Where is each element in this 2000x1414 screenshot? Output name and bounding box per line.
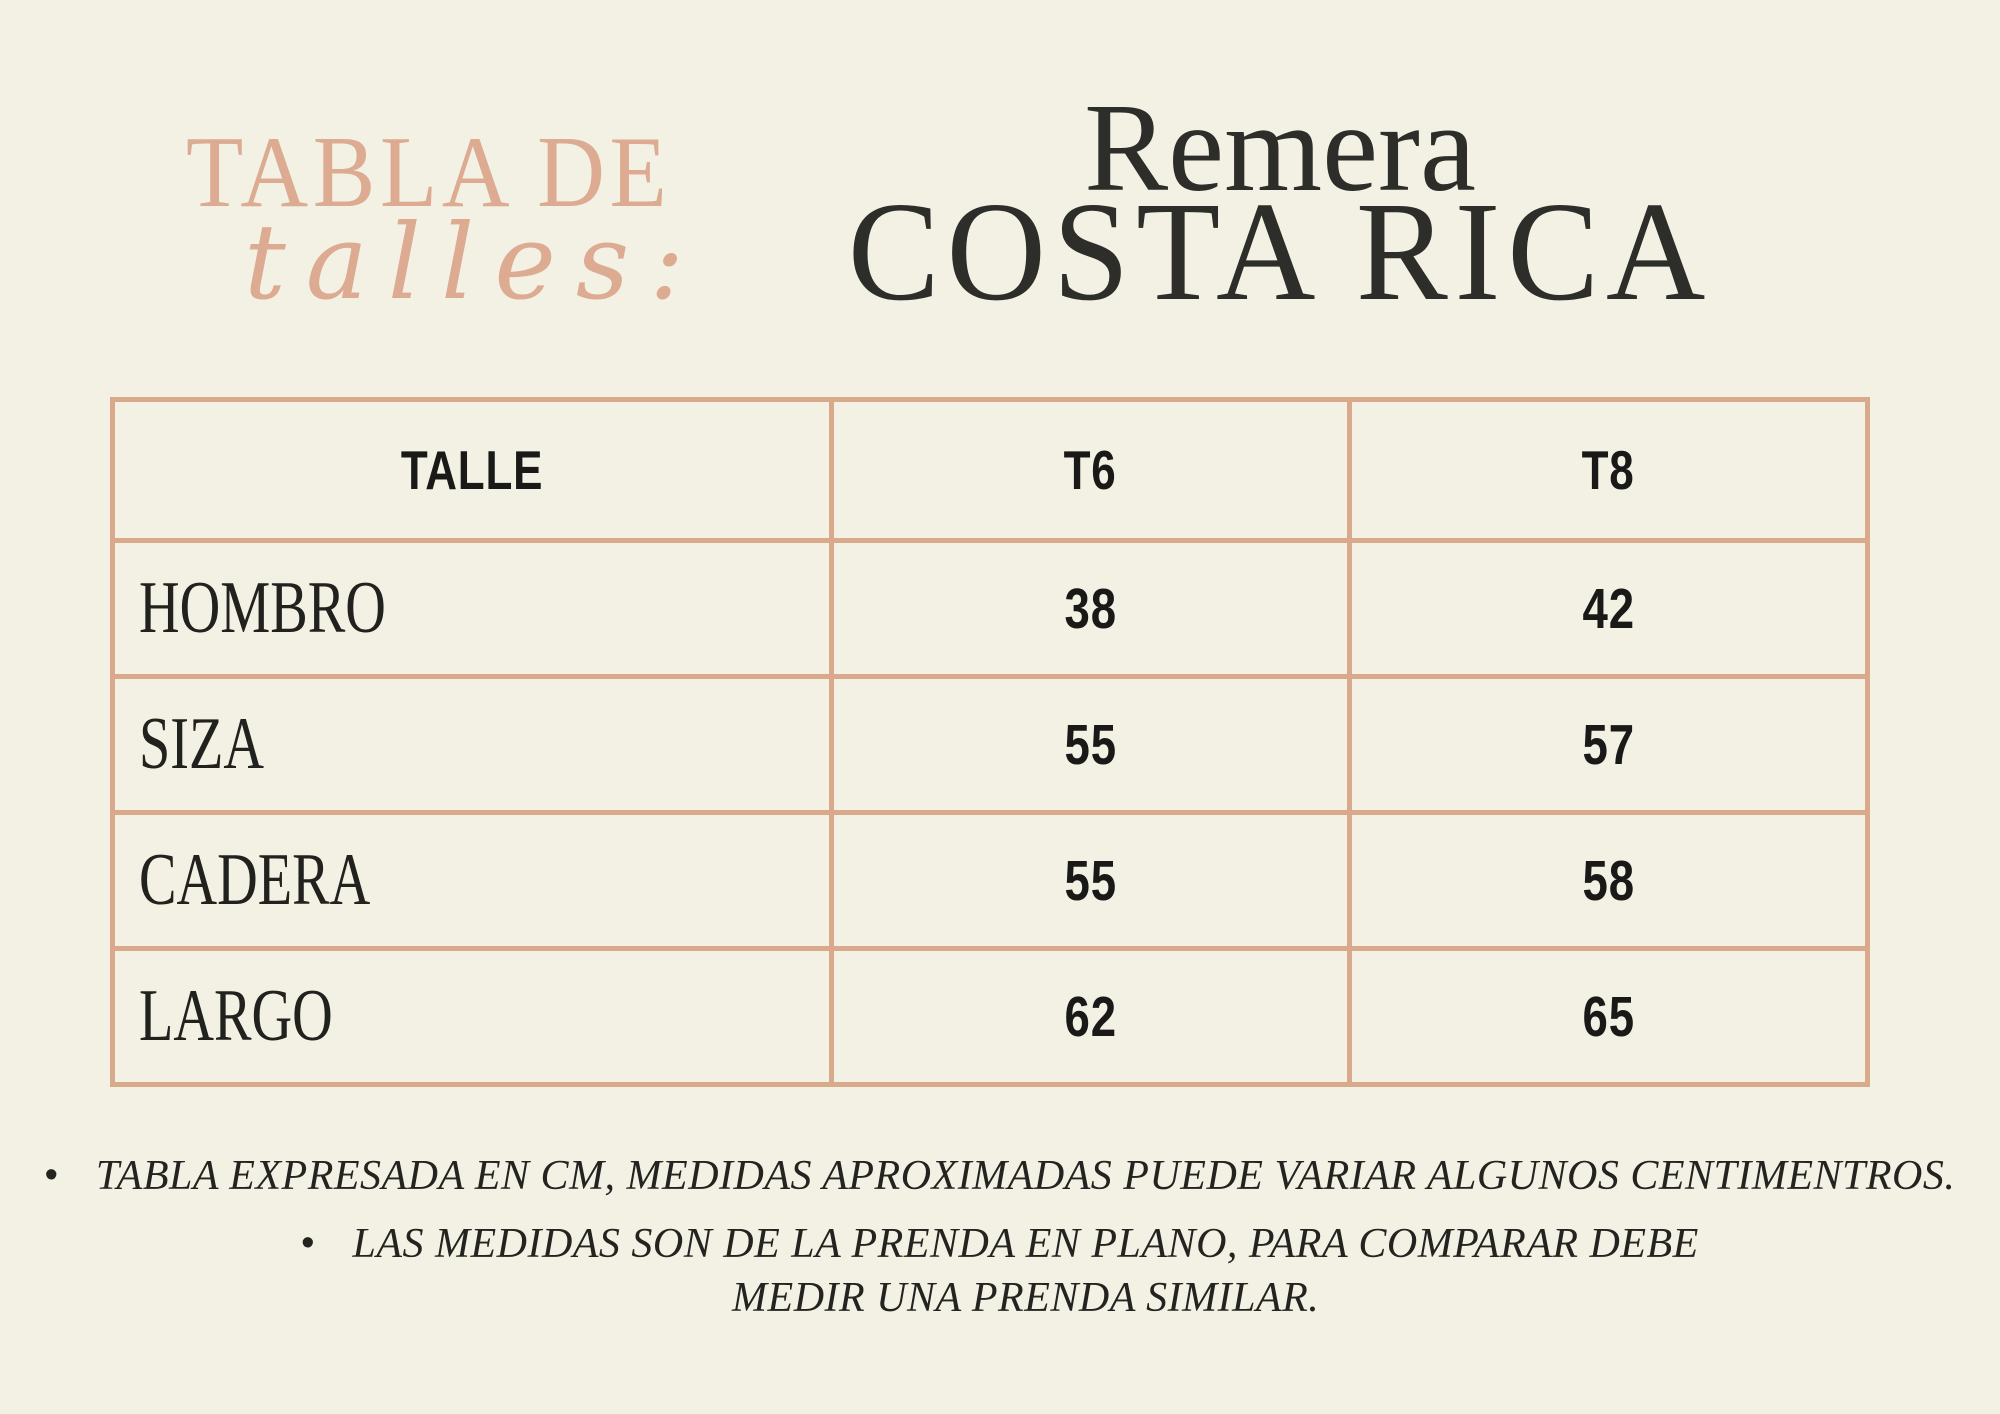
table-cell-siza-t6: 55 (829, 674, 1347, 810)
size-table: TALLE T6 T8 HOMBRO 38 42 SIZA 55 57 CA (110, 397, 1870, 1087)
value-hombro-t8: 42 (1582, 576, 1635, 641)
column-header-t8: T8 (1347, 402, 1865, 538)
note-cm-disclaimer: • TABLA EXPRESADA EN CM, MEDIDAS APROXIM… (45, 1150, 1956, 1204)
row-label-cadera: CADERA (139, 839, 371, 921)
table-cell-siza-t8: 57 (1347, 674, 1865, 810)
row-label-hombro: HOMBRO (139, 567, 386, 649)
value-cadera-t8: 58 (1582, 848, 1635, 913)
table-row-cadera-label-cell: CADERA (115, 810, 829, 946)
table-cell-hombro-t6: 38 (829, 538, 1347, 674)
note-flat-measure: • LAS MEDIDAS SON DE LA PRENDA EN PLANO,… (301, 1218, 1699, 1326)
value-siza-t6: 55 (1064, 712, 1117, 777)
note-flat-measure-line2: MEDIR UNA PRENDA SIMILAR. (732, 1274, 1320, 1321)
footer-notes: • TABLA EXPRESADA EN CM, MEDIDAS APROXIM… (0, 1150, 2000, 1325)
table-cell-largo-t6: 62 (829, 946, 1347, 1082)
table-row-largo-label-cell: LARGO (115, 946, 829, 1082)
product-title-line1: Remera (1084, 79, 1476, 218)
table-row-hombro-label-cell: HOMBRO (115, 538, 829, 674)
value-largo-t6: 62 (1064, 984, 1117, 1049)
brand-heading-script: talles: (244, 201, 705, 323)
product-title: Remera COSTA RICA (740, 79, 1820, 330)
note-flat-measure-line1: LAS MEDIDAS SON DE LA PRENDA EN PLANO, P… (352, 1220, 1699, 1267)
value-largo-t8: 65 (1582, 984, 1635, 1049)
column-header-talle-label: TALLE (400, 439, 544, 501)
column-header-talle: TALLE (115, 402, 829, 538)
product-title-line2: COSTA RICA (847, 172, 1713, 330)
column-header-t6-label: T6 (1064, 439, 1117, 501)
table-cell-cadera-t8: 58 (1347, 810, 1865, 946)
table-cell-largo-t8: 65 (1347, 946, 1865, 1082)
table-cell-hombro-t8: 42 (1347, 538, 1865, 674)
bullet-icon: • (44, 1154, 58, 1196)
row-label-siza: SIZA (139, 703, 264, 785)
value-cadera-t6: 55 (1064, 848, 1117, 913)
table-row-siza-label-cell: SIZA (115, 674, 829, 810)
row-label-largo: LARGO (139, 975, 333, 1057)
note-flat-measure-text: LAS MEDIDAS SON DE LA PRENDA EN PLANO, P… (352, 1218, 1698, 1326)
brand-heading: TABLA DE talles: (186, 116, 714, 323)
table-cell-cadera-t6: 55 (829, 810, 1347, 946)
value-siza-t8: 57 (1582, 712, 1635, 777)
column-header-t8-label: T8 (1582, 439, 1635, 501)
value-hombro-t6: 38 (1064, 576, 1117, 641)
bullet-icon: • (301, 1221, 315, 1264)
brand-heading-line1: TABLA DE (186, 116, 672, 229)
note-cm-disclaimer-text: TABLA EXPRESADA EN CM, MEDIDAS APROXIMAD… (95, 1153, 1956, 1199)
column-header-t6: T6 (829, 402, 1347, 538)
